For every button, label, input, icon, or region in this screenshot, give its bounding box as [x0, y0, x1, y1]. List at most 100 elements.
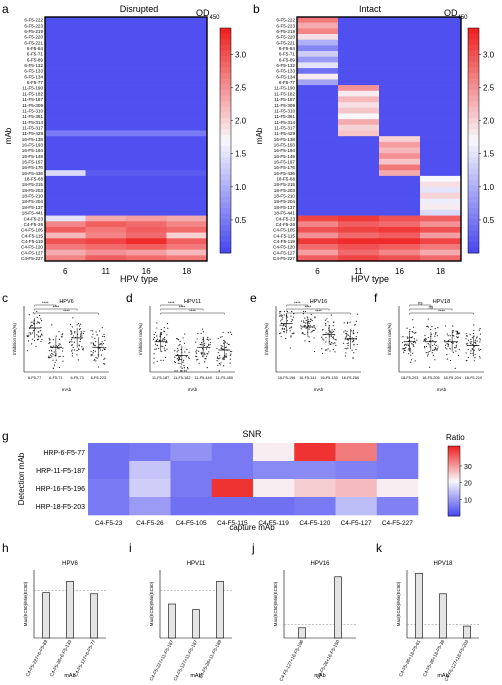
heatmap-a-cell	[126, 215, 167, 222]
heatmap-a-cell	[45, 62, 86, 69]
heatmap-b-cell	[420, 232, 462, 239]
heatmap-a-row-label: 16-F5-197	[22, 160, 44, 165]
panel-f-point	[437, 346, 439, 348]
panel-k-category-label: C4-F5-26+18-F5-38	[422, 639, 446, 678]
heatmap-b-cell	[338, 192, 380, 199]
colorbar-b-tick-label: 1.0	[483, 183, 495, 192]
panel-d-point	[155, 339, 158, 341]
heatmap-b-cell	[420, 73, 462, 80]
panel-f-point	[423, 340, 425, 342]
panel-e-point	[325, 336, 327, 339]
panel-f-point	[424, 347, 426, 349]
panel-d-point	[164, 339, 166, 341]
panel-e-point	[283, 325, 285, 327]
heatmap-a-row-label: 11-F5-190	[22, 86, 43, 91]
heatmap-a-row-label: 11-F5-314	[22, 120, 43, 125]
colorbar-g-segment	[448, 507, 460, 510]
panel-f-title: HPV18	[433, 299, 450, 305]
heatmap-b-cell	[338, 79, 380, 86]
colorbar-g-segment	[448, 496, 460, 499]
heatmap-b-cell	[297, 215, 339, 222]
panel-f-point	[470, 338, 472, 340]
panel-c-point	[70, 350, 73, 352]
colorbar-g-tick-label: 30	[464, 464, 472, 471]
heatmap-a-cell	[45, 243, 86, 250]
heatmap-a-cell	[126, 119, 167, 126]
colorbar-g-segment	[448, 514, 460, 517]
heatmap-g-cell	[88, 497, 130, 516]
panel-d-sig-label: ****	[168, 300, 175, 305]
panel-f-point	[434, 328, 436, 330]
colorbar-g-segment	[448, 477, 460, 480]
panel-e-point	[331, 331, 333, 333]
panel-e-point	[353, 352, 355, 354]
panel-c-point	[69, 323, 72, 325]
panel-d-point	[216, 360, 218, 362]
panel-c-point	[95, 331, 97, 333]
panel-e-sig-label: ****	[305, 304, 312, 309]
panel-c-point	[79, 335, 82, 337]
panel-f-point	[465, 360, 467, 362]
heatmap-b-cell	[420, 96, 462, 103]
panel-c-point	[80, 330, 82, 333]
colorbar-a-tick-label: 1.0	[235, 183, 247, 192]
panel-h-category-label: C4-F5-127+6-F5-77	[73, 639, 97, 678]
panel-f-point	[458, 348, 460, 350]
panel-b-title: Intact	[359, 4, 382, 14]
heatmap-g-cell	[211, 479, 254, 498]
panel-a-title: Disrupted	[120, 4, 159, 14]
heatmap-a-row-label: 6-F5-77	[27, 80, 44, 85]
panel-d-point	[206, 338, 208, 340]
panel-f-point	[432, 354, 434, 356]
heatmap-b-row-label: 11-F5-190	[274, 86, 295, 91]
panel-d-point	[177, 360, 180, 362]
heatmap-a-cell	[126, 249, 167, 256]
heatmap-b-col-label: 18	[436, 267, 445, 276]
colorbar-a-segment	[220, 39, 231, 46]
heatmap-a-col-label: 18	[182, 267, 191, 276]
colorbar-b-segment	[468, 236, 479, 243]
panel-d-point	[218, 358, 220, 360]
heatmap-b-cell	[420, 85, 462, 92]
heatmap-b-cell	[379, 22, 421, 29]
panel-d-point	[209, 347, 211, 349]
panel-c-point	[40, 318, 42, 320]
colorbar-a-segment	[220, 89, 231, 96]
heatmap-b-cell	[338, 22, 380, 29]
heatmap-b-row-label: 16-F5-197	[274, 160, 296, 165]
heatmap-a-cell	[45, 90, 86, 97]
panel-c-point	[79, 341, 81, 343]
panel-c-point	[48, 337, 50, 340]
heatmap-g-row-label: HRP-16-F5-196	[36, 486, 86, 493]
heatmap-a-cell	[85, 96, 127, 103]
panel-c-point	[79, 338, 82, 340]
panel-f-point	[474, 341, 476, 343]
panel-c-point	[58, 331, 60, 333]
colorbar-b-frame	[467, 27, 480, 254]
heatmap-b-cell	[297, 107, 339, 114]
colorbar-a-tick-label: 1.5	[235, 150, 247, 159]
heatmap-a-cell	[166, 96, 208, 103]
colorbar-g-segment	[448, 512, 460, 515]
panel-d-point	[164, 344, 167, 346]
heatmap-a-cell	[45, 73, 86, 80]
heatmap-a-cell	[85, 170, 127, 177]
heatmap-a-cell	[126, 113, 167, 120]
heatmap-b-cell	[420, 238, 462, 245]
panel-f-point	[408, 353, 410, 355]
panel-d-point	[197, 358, 199, 361]
panel-c-point	[57, 347, 59, 349]
panel-e-point	[346, 322, 349, 324]
heatmap-a-cell	[45, 85, 86, 92]
panel-f-point	[407, 344, 410, 347]
colorbar-a-segment	[220, 61, 231, 68]
panel-d-point	[219, 357, 221, 359]
heatmap-g-row-label: HRP-18-F5-203	[36, 504, 86, 511]
panel-c-point	[71, 344, 73, 346]
heatmap-b-cell	[338, 90, 380, 97]
panel-c-point	[58, 338, 61, 340]
heatmap-a-row-label: 16-F5-436	[22, 171, 44, 176]
panel-f-point	[444, 340, 446, 342]
panel-f-point	[470, 350, 472, 352]
heatmap-b-row-label: 11-F5-309	[274, 103, 295, 108]
